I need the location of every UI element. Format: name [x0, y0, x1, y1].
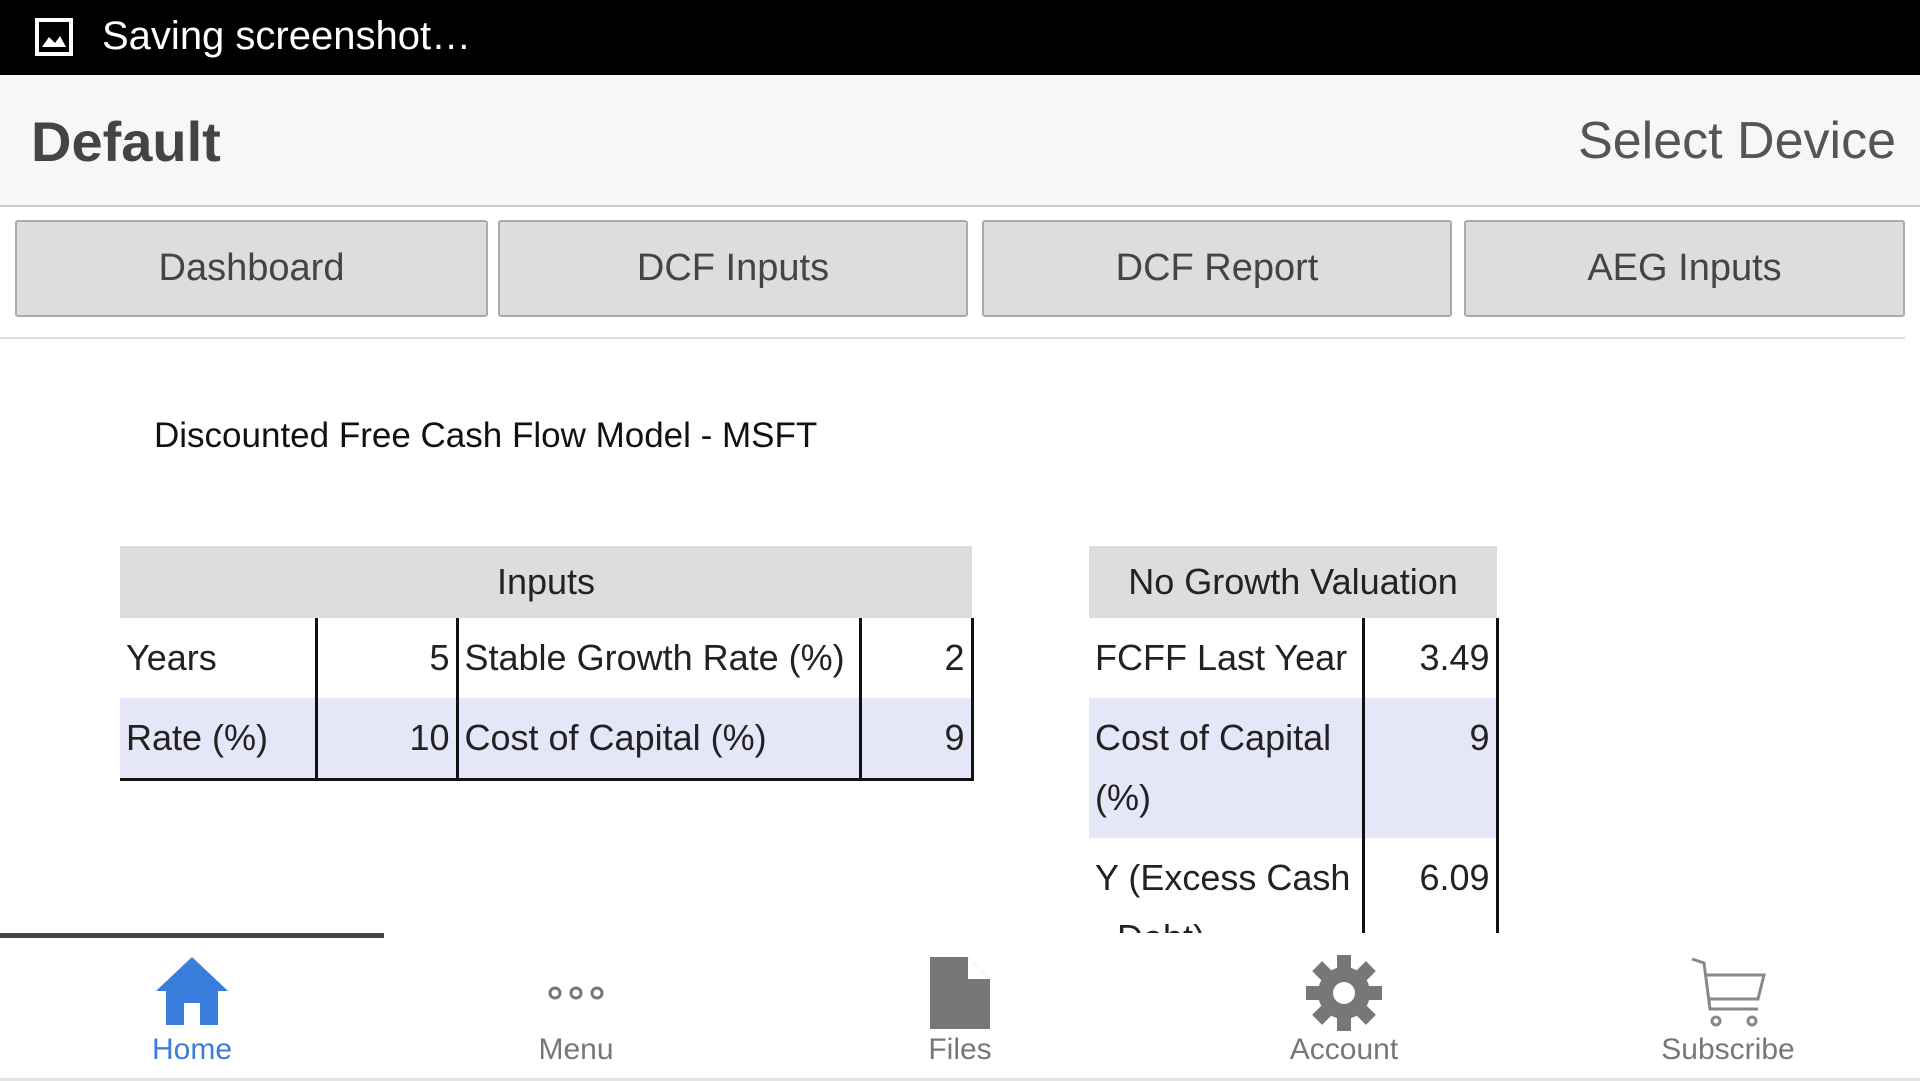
- table-cell: Cost of Capital (%): [457, 698, 862, 780]
- table-cell: 10: [316, 698, 459, 780]
- table-row: Rate (%) 10 Cost of Capital (%) 9: [120, 698, 974, 780]
- nav-item[interactable]: Menu: [384, 933, 768, 1078]
- gear-icon: [1306, 955, 1382, 1031]
- tab[interactable]: DCF Report: [982, 220, 1452, 317]
- table-cell: Stable Growth Rate (%): [457, 618, 862, 698]
- table-cell: 6.09: [1363, 838, 1499, 933]
- nav-label: Subscribe: [1661, 1033, 1795, 1066]
- table-cell: Rate (%): [120, 698, 318, 780]
- table-cell: 9: [1363, 698, 1499, 838]
- table-title: Inputs: [120, 546, 973, 618]
- file-icon: [930, 957, 990, 1029]
- table-row: FCFF Last Year 3.49: [1089, 618, 1499, 698]
- status-text: Saving screenshot…: [102, 14, 472, 58]
- status-bar: Saving screenshot…: [0, 0, 1920, 75]
- nav-item[interactable]: Subscribe: [1536, 933, 1920, 1078]
- tab[interactable]: AEG Inputs: [1464, 220, 1905, 317]
- table-row: Y (Excess Cash - Debt)6.09: [1089, 838, 1499, 933]
- select-device[interactable]: Select Device: [1578, 112, 1896, 170]
- valuation-table: No Growth Valuation FCFF Last Year 3.49 Co…: [1089, 546, 1499, 933]
- table-title: No Growth Valuation: [1089, 546, 1498, 618]
- nav-label: Account: [1289, 1033, 1399, 1066]
- table-cell: 5: [316, 618, 459, 698]
- table-cell: Y (Excess Cash - Debt): [1089, 838, 1365, 933]
- table-row: Years 5 Stable Growth Rate (%) 2: [120, 618, 974, 698]
- nav-label: Menu: [538, 1033, 614, 1066]
- table-cell: Cost of Capital (%): [1089, 698, 1365, 838]
- nav-item[interactable]: Files: [768, 933, 1152, 1078]
- table-cell: FCFF Last Year: [1089, 618, 1365, 698]
- bottom-nav: Home Menu Files Account Subscribe: [0, 933, 1920, 1081]
- header: Default Select Device: [0, 75, 1920, 207]
- table-cell: 2: [860, 618, 974, 698]
- valuation-table-wrap: No Growth Valuation FCFF Last Year 3.49 Co…: [1089, 546, 1499, 933]
- inputs-table-wrap: Inputs Years 5 Stable Growth Rate (%) 2 Rate…: [120, 546, 974, 933]
- header-title: Default: [31, 110, 221, 173]
- table-cell: 9: [860, 698, 974, 780]
- divider: [0, 337, 1905, 339]
- inputs-table: Inputs Years 5 Stable Growth Rate (%) 2 Rate…: [120, 546, 974, 781]
- nav-label: Files: [928, 1033, 992, 1066]
- tab[interactable]: DCF Inputs: [498, 220, 968, 317]
- nav-label: Home: [151, 1033, 233, 1066]
- home-icon: [156, 957, 228, 1025]
- table-row: Cost of Capital (%) 9: [1089, 698, 1499, 838]
- cart-icon: [1691, 957, 1766, 1027]
- table-cell: 3.49: [1363, 618, 1499, 698]
- screenshot-icon: [35, 18, 73, 56]
- nav-item[interactable]: Account: [1152, 933, 1536, 1078]
- nav-item[interactable]: Home: [0, 933, 384, 1078]
- page-title: Discounted Free Cash Flow Model - MSFT: [154, 416, 818, 455]
- active-indicator: [0, 933, 384, 938]
- table-cell: Years: [120, 618, 318, 698]
- menu-icon: [548, 986, 604, 1000]
- tab[interactable]: Dashboard: [15, 220, 488, 317]
